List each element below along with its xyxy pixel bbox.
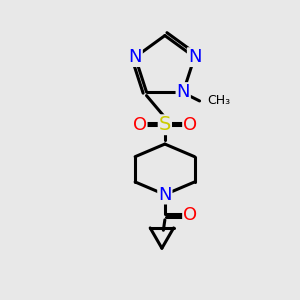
Text: N: N	[128, 48, 142, 66]
Text: S: S	[159, 115, 171, 134]
Text: O: O	[183, 206, 197, 224]
Text: CH₃: CH₃	[207, 94, 230, 107]
Text: O: O	[133, 116, 147, 134]
Text: N: N	[176, 83, 190, 101]
Text: O: O	[183, 116, 197, 134]
Text: N: N	[158, 186, 172, 204]
Text: N: N	[188, 48, 201, 66]
